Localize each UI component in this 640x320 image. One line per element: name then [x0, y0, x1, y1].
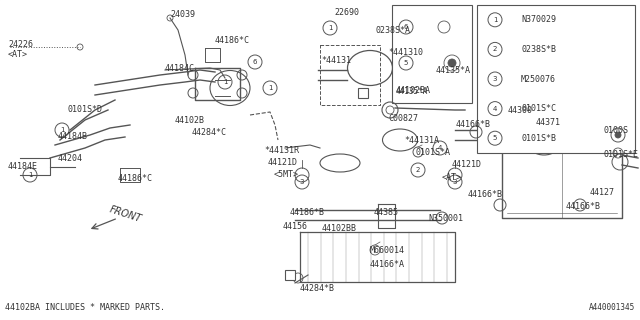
Text: 5: 5 [404, 60, 408, 66]
Text: 44102B: 44102B [175, 116, 205, 125]
Text: 44204: 44204 [58, 154, 83, 163]
Text: 0101S*D: 0101S*D [68, 105, 103, 114]
Text: 1: 1 [268, 85, 272, 91]
Text: 0238S*B: 0238S*B [521, 45, 556, 54]
Text: 6: 6 [404, 24, 408, 30]
Text: <AT>: <AT> [8, 50, 28, 59]
Circle shape [448, 59, 456, 67]
Text: 44127: 44127 [590, 188, 615, 197]
Bar [285, 270, 295, 280]
Text: N370029: N370029 [521, 15, 556, 24]
Bar [477, 5, 635, 153]
Text: 44184C: 44184C [165, 64, 195, 73]
Text: 22690: 22690 [334, 8, 359, 17]
Text: 2: 2 [493, 46, 497, 52]
Bar [392, 5, 472, 103]
Text: 44102BA: 44102BA [396, 86, 431, 95]
Text: 0101S*A: 0101S*A [416, 148, 451, 157]
Text: <AT>: <AT> [442, 173, 462, 182]
Text: 44102BA INCLUDES * MARKED PARTS.: 44102BA INCLUDES * MARKED PARTS. [5, 303, 165, 313]
Text: 44284*C: 44284*C [192, 128, 227, 137]
Text: A: A [287, 270, 293, 279]
Text: FRONT: FRONT [108, 204, 143, 224]
Text: *44131: *44131 [321, 56, 351, 65]
Text: <5MT>: <5MT> [274, 170, 299, 179]
Text: 44135*A: 44135*A [436, 66, 471, 75]
Text: 44184B: 44184B [58, 132, 88, 141]
Text: 44184E: 44184E [8, 162, 38, 171]
Text: 44284*B: 44284*B [300, 284, 335, 293]
Text: 44186*B: 44186*B [290, 208, 325, 217]
Text: 5: 5 [493, 135, 497, 141]
Text: 44121D: 44121D [268, 158, 298, 167]
Text: A440001345: A440001345 [589, 303, 635, 313]
Text: 2: 2 [416, 167, 420, 173]
Text: 44166*B: 44166*B [456, 120, 491, 129]
Text: 3: 3 [452, 179, 457, 185]
Text: *441310: *441310 [388, 48, 423, 57]
Text: 44385: 44385 [374, 208, 399, 217]
Text: 44102BB: 44102BB [322, 224, 357, 233]
Text: 1: 1 [223, 79, 227, 85]
Text: 3: 3 [493, 76, 497, 82]
Text: 44300: 44300 [508, 106, 533, 115]
Text: 24039: 24039 [170, 10, 195, 19]
Text: 24226: 24226 [8, 40, 33, 49]
Text: 44371: 44371 [536, 118, 561, 127]
Text: 0101S*E: 0101S*E [603, 150, 638, 159]
Text: 1: 1 [493, 17, 497, 23]
Text: 3: 3 [300, 179, 304, 185]
Text: 44186*C: 44186*C [215, 36, 250, 45]
Text: 0101S*C: 0101S*C [521, 104, 556, 113]
Text: 4: 4 [438, 145, 442, 151]
Text: M250076: M250076 [521, 75, 556, 84]
Text: A: A [360, 89, 366, 98]
Text: N350001: N350001 [428, 214, 463, 223]
Text: 0100S: 0100S [603, 126, 628, 135]
Text: 44135*A: 44135*A [396, 87, 428, 96]
Text: *44131A: *44131A [404, 136, 439, 145]
Text: 44166*B: 44166*B [468, 190, 503, 199]
Text: C00827: C00827 [388, 114, 418, 123]
Circle shape [615, 132, 621, 138]
Text: M660014: M660014 [370, 246, 405, 255]
Text: 0101S*B: 0101S*B [521, 134, 556, 143]
Text: 6: 6 [253, 59, 257, 65]
Text: 1: 1 [60, 127, 64, 133]
Text: 1: 1 [328, 25, 332, 31]
Text: 44166*A: 44166*A [370, 260, 405, 269]
Text: 1: 1 [28, 172, 32, 178]
Text: *44131R: *44131R [264, 146, 299, 155]
Text: 44186*C: 44186*C [118, 174, 153, 183]
Text: 0238S*A: 0238S*A [375, 26, 410, 35]
Text: 4: 4 [493, 106, 497, 112]
Bar [358, 88, 368, 98]
Text: 44156: 44156 [283, 222, 308, 231]
Text: 44121D: 44121D [452, 160, 482, 169]
Text: 44166*B: 44166*B [566, 202, 601, 211]
